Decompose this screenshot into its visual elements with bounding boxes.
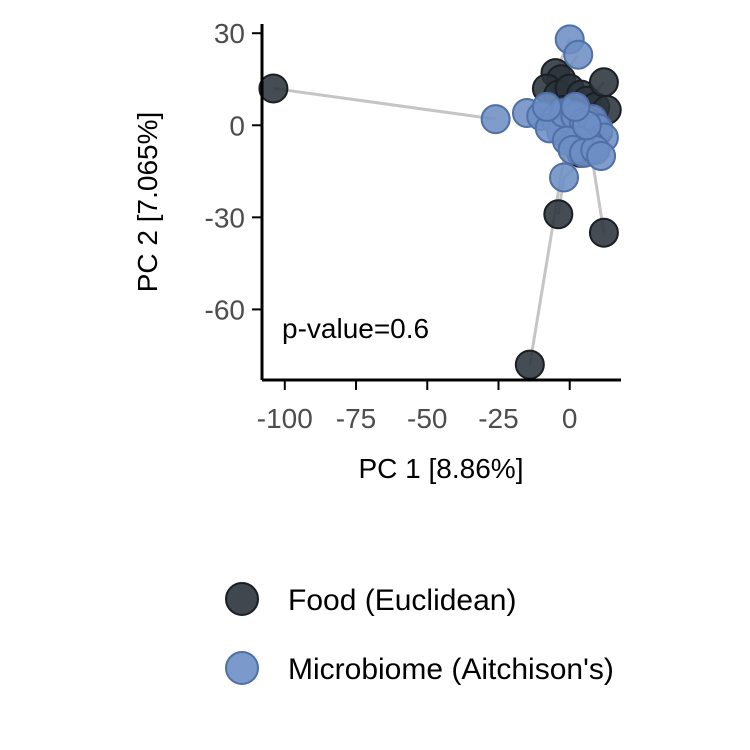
food-point [588,67,619,98]
food-point [543,199,574,230]
microbiome-point [560,91,591,122]
y-ticks: 30 0 -30 -60 [205,18,262,325]
microbiome-point [549,162,580,193]
x-tick-label: -75 [336,403,376,434]
legend-swatch [225,651,259,685]
pair-line [273,86,496,121]
legend: Food (Euclidean) Microbiome (Aitchison's) [225,582,614,686]
microbiome-point [480,104,511,135]
y-tick-label: -30 [205,202,245,233]
legend-swatch [225,582,259,616]
x-tick-label: -50 [407,403,447,434]
microbiome-point [586,140,617,171]
microbiome-point [563,39,594,70]
x-axis-title: PC 1 [8.86%] [359,453,524,484]
x-tick-label: 0 [562,403,578,434]
x-ticks: -100 -75 -50 -25 0 [257,380,578,434]
p-value-annotation: p-value=0.6 [282,313,429,344]
y-axis-title: PC 2 [7.065%] [132,112,163,293]
legend-label: Food (Euclidean) [288,584,516,617]
legend-label: Microbiome (Aitchison's) [288,653,614,686]
y-tick-label: -60 [205,294,245,325]
x-tick-label: -100 [257,403,313,434]
food-point [588,217,619,248]
y-tick-label: 30 [214,18,245,49]
data-points [258,24,622,380]
x-tick-label: -25 [478,403,518,434]
y-tick-label: 0 [229,110,245,141]
food-point [258,73,289,104]
axes [260,24,621,382]
microbiome-point [531,91,562,122]
food-point [514,349,545,380]
